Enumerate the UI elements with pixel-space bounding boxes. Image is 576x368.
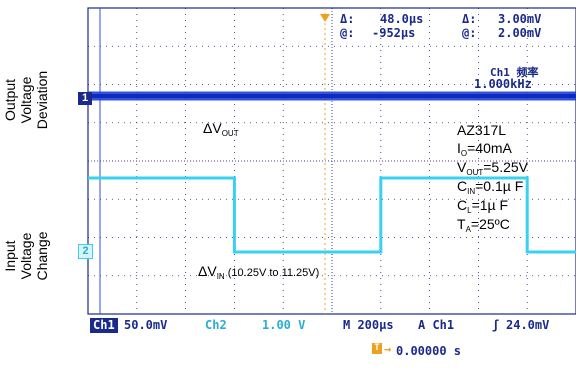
trigger-slope-icon: ʃ: [492, 318, 500, 332]
cond-cin-main: C: [457, 178, 468, 194]
measure-at-time: -952µs: [372, 26, 416, 40]
status-ch1-scale: 50.0mV: [124, 318, 168, 332]
ch2-marker[interactable]: 2: [78, 244, 93, 259]
cond-cl: CL=1µ F: [457, 197, 508, 215]
cond-cl-sub: L: [467, 206, 472, 215]
cond-ta: TA=25ºC: [457, 216, 510, 234]
freq-label: Ch1 频率: [490, 66, 539, 79]
measure-at-volt-label: @:: [462, 26, 477, 40]
ch1-marker[interactable]: 1: [78, 92, 92, 105]
cond-io-main: I: [457, 140, 461, 156]
cond-vout-main: V: [457, 159, 467, 175]
trigger-arrow-icon: →: [384, 342, 392, 356]
cond-cin: CIN=0.1µ F: [457, 178, 523, 196]
measure-at-volt: 2.00mV: [498, 26, 542, 40]
ch1-marker-label: 1: [81, 92, 89, 104]
dvin-sub: IN: [216, 272, 225, 281]
measure-delta-time: 48.0µs: [380, 12, 424, 26]
status-ch1-tag[interactable]: Ch1: [90, 318, 118, 333]
status-ch2-tag[interactable]: Ch2: [205, 318, 227, 332]
cond-ta-sub: A: [465, 225, 471, 234]
dvin-suffix: (10.25V to 11.25V): [224, 267, 320, 279]
status-ch2-scale: 1.00 V: [262, 318, 306, 332]
cond-io-sub: O: [460, 149, 468, 158]
dvout-prefix: ΔV: [203, 120, 222, 136]
ch2-trace: [88, 176, 576, 254]
status-trigger-offset: 0.00000 s: [396, 344, 462, 358]
cond-io-rest: =40mA: [467, 140, 512, 156]
cond-cin-rest: =0.1µ F: [475, 178, 524, 194]
cond-part: AZ317L: [457, 122, 507, 138]
measure-delta-volt: 3.00mV: [498, 12, 542, 26]
dvout-sub: OUT: [221, 129, 239, 138]
ch2-marker-label: 2: [82, 245, 89, 257]
cond-ta-main: T: [457, 216, 466, 232]
status-timebase: M 200µs: [343, 318, 394, 332]
measure-delta-volt-label: Δ:: [462, 12, 477, 26]
measure-delta-time-label: Δ:: [340, 12, 355, 26]
freq-value: 1.000kHz: [474, 77, 532, 91]
dvin-annotation: ΔVIN (10.25V to 11.25V): [198, 263, 319, 281]
dvin-prefix: ΔV: [198, 263, 217, 279]
measure-at-time-label: @:: [340, 26, 355, 40]
cond-vout-sub: OUT: [466, 168, 484, 177]
cond-ta-rest: =25ºC: [470, 216, 510, 232]
status-ch1-tag-text: Ch1: [93, 318, 115, 332]
cond-cl-main: C: [457, 197, 468, 213]
dvout-annotation: ΔVOUT: [203, 120, 239, 138]
status-trigger-level: 24.0mV: [506, 318, 550, 332]
cond-vout-rest: =5.25V: [483, 159, 528, 175]
cond-io: IO=40mA: [457, 140, 512, 158]
cond-cl-rest: =1µ F: [471, 197, 509, 213]
trigger-position-icon: T: [372, 343, 382, 354]
cond-vout: VOUT=5.25V: [457, 159, 528, 177]
trigger-position-marker[interactable]: [320, 14, 330, 22]
status-trigger: A Ch1: [418, 318, 455, 332]
cond-cin-sub: IN: [467, 187, 476, 196]
